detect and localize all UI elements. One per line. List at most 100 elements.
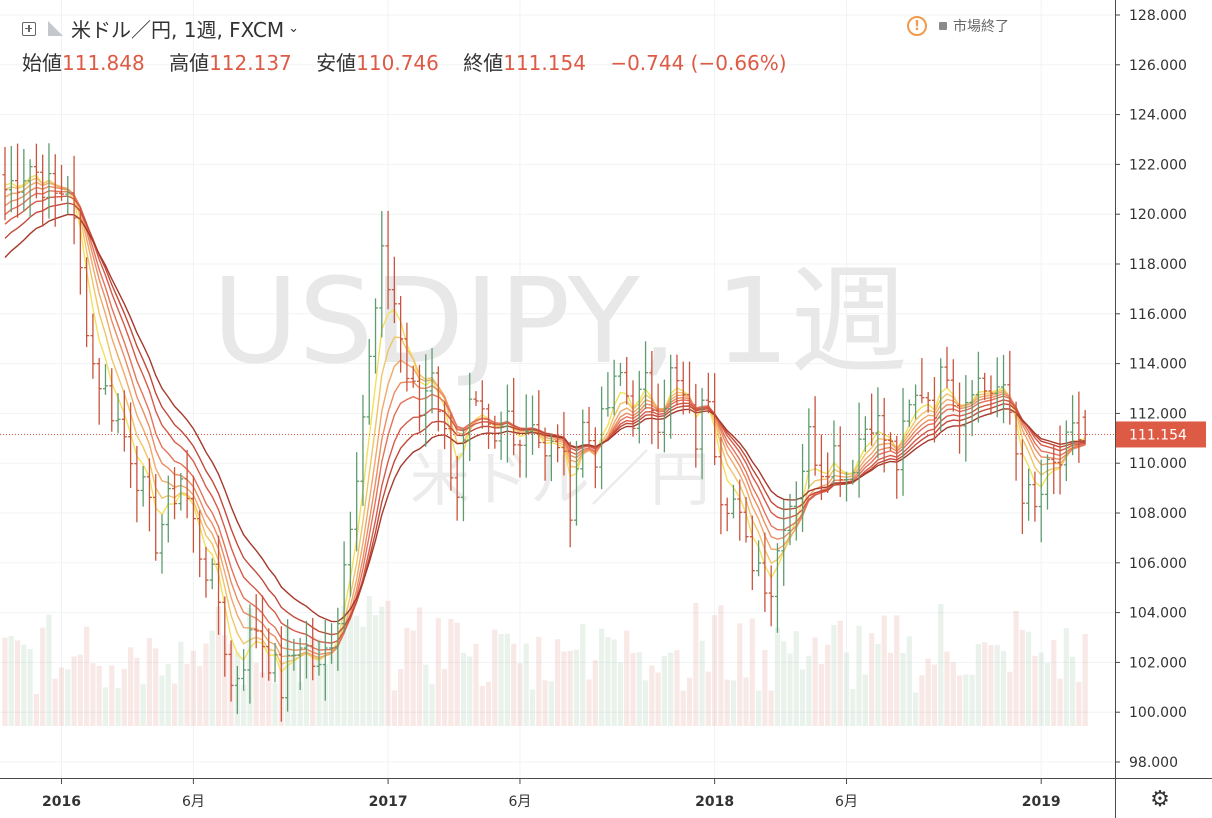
volume-bar [712,615,718,726]
volume-bar [335,643,341,726]
volume-bar [341,605,347,726]
watermark-subtitle: 米ドル／円 [410,445,710,515]
volume-bar [21,644,27,726]
volume-bar [65,669,71,726]
volume-bar [724,679,730,726]
volume-bar [109,665,115,726]
volume-bar [517,663,523,726]
volume-bar [944,651,950,726]
volume-bar [165,663,171,726]
volume-bar [178,641,184,726]
volume-bar [253,662,259,726]
volume-bar [1013,610,1019,726]
volume-bar [913,692,919,726]
volume-bar [442,669,448,726]
volume-bar [460,652,467,726]
volume-bar [787,653,793,726]
volume-bar [398,668,404,726]
volume-bar [209,630,215,726]
volume-bar [938,603,944,726]
price-tick-label: 106.000 [1129,556,1187,572]
volume-bar [580,624,586,726]
volume-bar [561,651,567,726]
price-tick-label: 114.000 [1129,357,1187,373]
volume-bar [812,637,818,726]
volume-bar [448,618,454,726]
volume-bar [366,596,372,726]
volume-bar [96,665,102,726]
volume-bar [77,654,83,726]
ohlc-legend: 始値111.848 高値112.137 安値110.746 終値111.154 … [22,47,787,76]
price-tick-label: 104.000 [1129,606,1187,622]
volume-bar [241,684,247,726]
volume-bar [994,644,1000,726]
volume-bar [52,678,58,726]
symbol-title[interactable]: 米ドル／円, 1週, FXCM [71,18,285,42]
volume-bar [90,663,96,726]
chevron-down-icon[interactable]: ⌄ [288,21,300,36]
volume-bar [1063,628,1069,726]
volume-bar [33,693,39,726]
volume-bar [492,629,498,726]
volume-bar [831,625,837,726]
volume-bar [931,664,938,726]
volume-bar [310,636,316,726]
volume-bar [498,634,504,726]
volume-bar [58,667,65,726]
watermark-title: USDJPY, 1週 [212,252,908,390]
volume-bar [1070,656,1076,726]
volume-bar [699,640,705,726]
volume-bar [1057,678,1063,726]
expand-icon[interactable] [22,21,36,36]
volume-bar [611,639,617,726]
volume-bar [146,638,153,726]
volume-bar [636,652,642,726]
volume-bar [542,680,548,726]
volume-bar [630,653,636,726]
close-value: 111.154 [503,51,586,75]
volume-bar [975,644,981,726]
volume-bar [869,633,875,726]
volume-bar [599,628,605,726]
change-value: −0.744 (−0.66%) [610,51,787,75]
volume-bar [360,626,366,726]
volume-bar [385,600,391,726]
volume-bar [668,652,674,726]
volume-bar [379,606,385,726]
volume-bar [843,652,850,726]
volume-bar [680,690,686,726]
volume-bar [303,644,310,726]
volume-bar [1044,662,1051,726]
volume-bar [573,649,580,726]
volume-bar [347,611,353,726]
gear-icon[interactable]: ⚙ [1150,787,1170,812]
price-tick-label: 100.000 [1129,705,1187,721]
volume-bar [837,620,843,726]
warning-icon[interactable]: ! [907,16,927,36]
volume-bar [900,653,906,726]
volume-bar [297,682,303,726]
volume-bar [354,615,360,726]
volume-bar [881,615,887,726]
volume-bar [1000,651,1007,726]
volume-bar [467,656,473,726]
volume-bar [316,638,322,726]
volume-bar [856,625,862,726]
volume-bar [259,672,266,726]
price-tick-label: 108.000 [1129,506,1187,522]
volume-bar [184,663,190,726]
last-price-label-bg [1116,421,1206,448]
volume-bar [14,640,21,726]
flag-icon[interactable] [48,21,63,36]
volume-bar [875,643,881,726]
price-tick-label: 126.000 [1129,58,1187,74]
open-value: 111.848 [62,51,145,75]
volume-bar [121,669,127,726]
volume-bar [825,644,831,726]
volume-bar [806,655,812,726]
volume-bar [818,663,824,726]
volume-bar [649,665,655,726]
volume-bar [605,637,611,726]
volume-bar [71,656,77,726]
